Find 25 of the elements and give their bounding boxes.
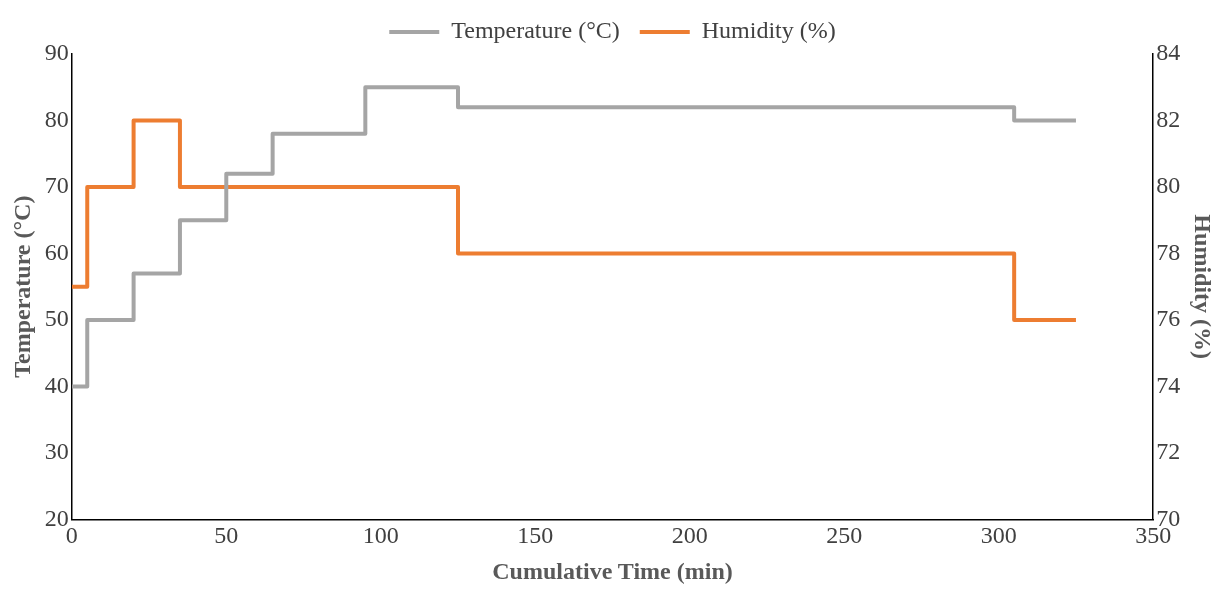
- y2-tick-label: 72: [1156, 438, 1181, 465]
- y-tick-label: 90: [44, 39, 69, 66]
- y-axis-title: Temperature (°C): [8, 195, 35, 378]
- y2-tick-label: 80: [1156, 172, 1181, 199]
- y2-axis-title: Humidity (%): [1190, 214, 1217, 360]
- y2-tick-label: 82: [1156, 105, 1181, 132]
- y2-tick-label: 78: [1156, 238, 1181, 265]
- x-tick-label: 250: [826, 522, 863, 549]
- y2-tick-label: 84: [1156, 39, 1181, 66]
- y-tick-label: 70: [44, 172, 69, 199]
- x-tick-label: 50: [214, 522, 239, 549]
- x-axis-title: Cumulative Time (min): [492, 557, 733, 584]
- y-tick-label: 60: [44, 238, 69, 265]
- y-tick-label: 80: [44, 105, 69, 132]
- y-tick-label: 40: [44, 371, 69, 398]
- legend-label: Humidity (%): [701, 17, 836, 44]
- x-tick-label: 150: [517, 522, 554, 549]
- y2-tick-label: 76: [1156, 305, 1181, 332]
- y-tick-label: 50: [44, 305, 69, 332]
- legend-label: Temperature (°C): [451, 17, 620, 44]
- x-tick-label: 100: [362, 522, 399, 549]
- x-tick-label: 200: [671, 522, 708, 549]
- y2-tick-label: 74: [1156, 371, 1181, 398]
- y-tick-label: 30: [44, 438, 69, 465]
- x-tick-label: 300: [980, 522, 1017, 549]
